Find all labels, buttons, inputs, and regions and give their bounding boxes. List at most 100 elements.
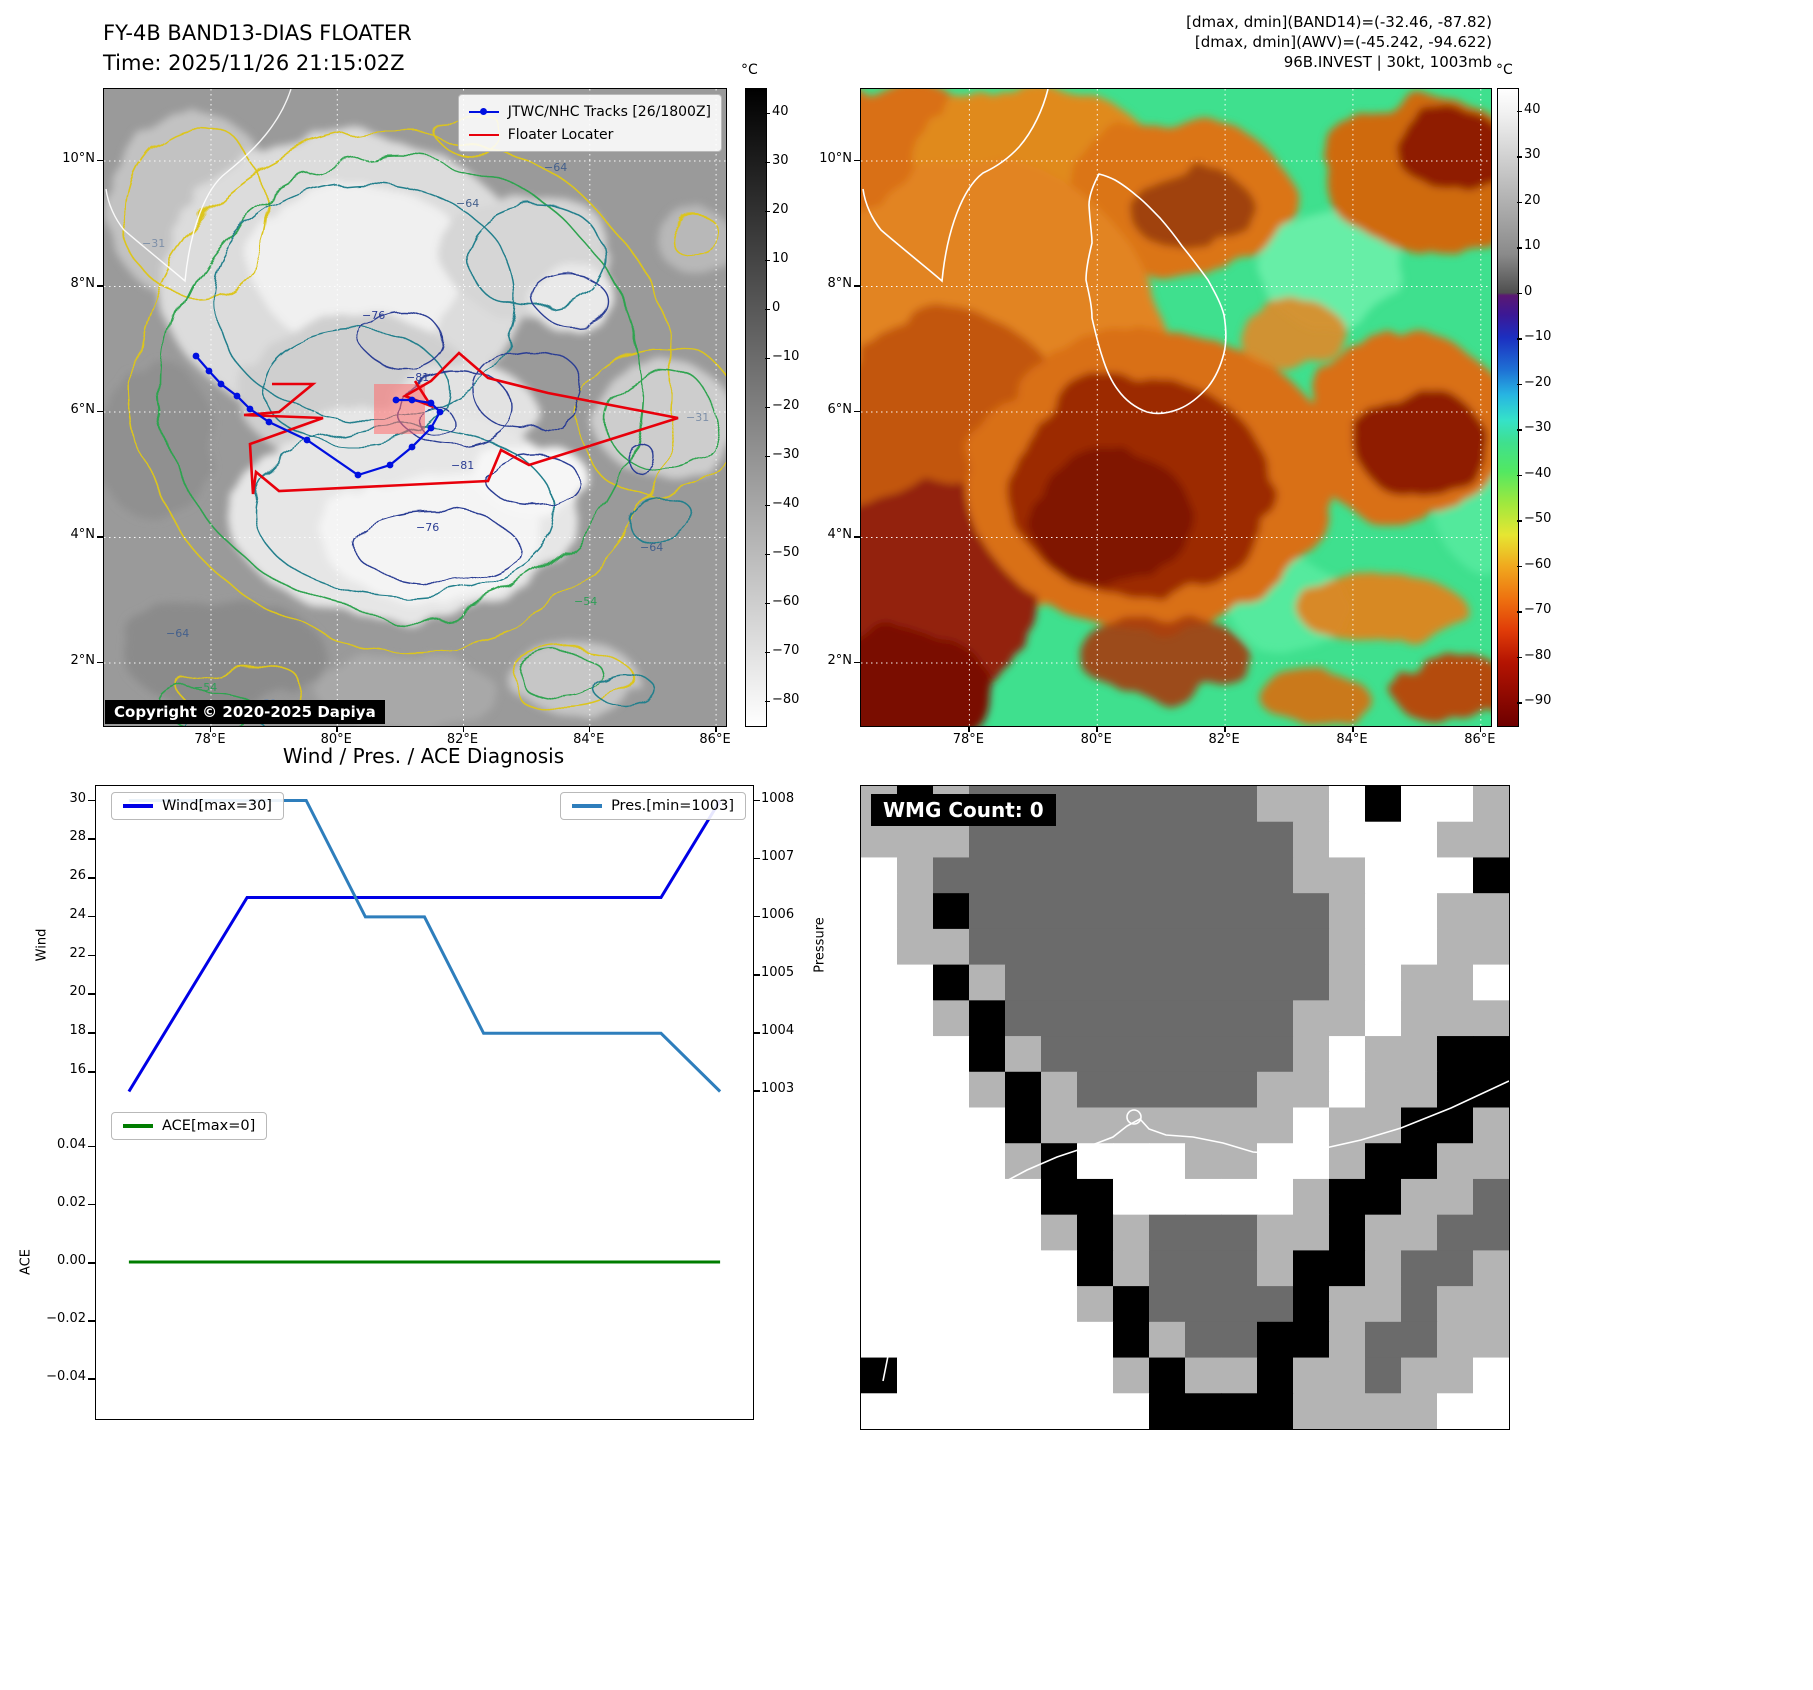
axis-tick-mark	[753, 974, 760, 976]
awv-satellite-image	[861, 89, 1491, 726]
wmg-grid-cell	[1401, 1143, 1438, 1180]
wmg-grid-cell	[1185, 928, 1222, 966]
wmg-grid-cell	[861, 1286, 898, 1323]
ir-time: Time: 2025/11/26 21:15:02Z	[103, 51, 405, 75]
wmg-grid-cell	[1077, 1321, 1114, 1359]
ace-axis-label: ACE	[18, 1249, 34, 1275]
wmg-grid-cell	[1077, 1143, 1114, 1180]
wmg-grid-cell	[1185, 1036, 1222, 1073]
axis-tick-mark	[1517, 611, 1522, 613]
wmg-grid-cell	[1149, 1000, 1186, 1037]
axis-tick-mark	[753, 857, 760, 860]
wmg-grid-cell	[1221, 1071, 1258, 1108]
wmg-grid-cell	[1293, 1214, 1330, 1251]
axis-tick-mark	[854, 410, 860, 413]
ir-gridlines	[104, 89, 726, 726]
wmg-grid-cell	[933, 1107, 970, 1144]
wind-legend-label: Wind[max=30]	[162, 798, 272, 814]
wmg-grid-cell	[1473, 1357, 1510, 1394]
colorbar-tick-label: −30	[1524, 420, 1552, 436]
wmg-grid-cell	[1329, 893, 1366, 930]
pressure-tick-label: 1005	[761, 965, 795, 981]
wmg-grid-cell	[1401, 1393, 1438, 1430]
lon-tick-label: 78°E	[952, 732, 984, 747]
axis-tick-mark	[765, 406, 770, 408]
wmg-grid-cell	[1365, 1000, 1402, 1037]
wmg-grid-cell	[1329, 928, 1366, 966]
wmg-grid-cell	[861, 1357, 898, 1394]
wmg-grid-cell	[1185, 1357, 1222, 1394]
wmg-grid-cell	[861, 1214, 898, 1251]
wmg-grid-cell	[1437, 1286, 1474, 1323]
wmg-grid-cell	[1329, 1214, 1366, 1251]
wmg-grid-cell	[1293, 857, 1330, 894]
axis-tick-mark	[1517, 201, 1522, 204]
wmg-grid-cell	[1185, 964, 1222, 1001]
wmg-grid-cell	[861, 1036, 898, 1073]
colorbar-tick-label: −50	[772, 544, 800, 560]
lon-tick-label: 84°E	[573, 732, 605, 747]
wmg-grid-cell	[933, 928, 970, 966]
pressure-tick-label: 1006	[761, 906, 795, 922]
pres-line-sample	[572, 804, 603, 808]
awv-header-line2: [dmax, dmin](AWV)=(-45.242, -94.622)	[1194, 33, 1492, 51]
ace-chart: ACE[max=0]	[95, 1105, 754, 1420]
axis-tick-mark	[1517, 565, 1522, 568]
wmg-grid-cell	[1041, 1036, 1078, 1073]
axis-tick-mark	[88, 954, 95, 957]
wmg-grid-cell	[1041, 928, 1078, 966]
wmg-grid-cell	[1149, 857, 1186, 894]
wmg-grid-cell	[1293, 1000, 1330, 1037]
wmg-map: WMG Count: 0	[860, 785, 1510, 1430]
colorbar-tick-label: 10	[1524, 238, 1541, 254]
wmg-grid-cell	[933, 1178, 970, 1216]
wmg-grid-cell	[1473, 1214, 1510, 1251]
chart-line	[127, 799, 722, 1093]
wmg-grid-cell	[1221, 1000, 1258, 1037]
track-line-sample	[468, 107, 499, 115]
wmg-grid-cell	[1473, 786, 1510, 823]
wmg-grid-cell	[1365, 964, 1402, 1001]
wmg-grid-cell	[897, 1036, 934, 1073]
axis-tick-mark	[1517, 656, 1522, 659]
wmg-grid-cell	[1149, 928, 1186, 966]
wmg-grid-cell	[1149, 1321, 1186, 1359]
pressure-axis-label: Pressure	[812, 917, 828, 973]
axis-tick-mark	[209, 726, 212, 732]
axis-tick-mark	[854, 159, 860, 162]
wmg-grid-cell	[1401, 1214, 1438, 1251]
wmg-grid-cell	[1437, 1357, 1474, 1394]
wmg-grid-cell	[1473, 1143, 1510, 1180]
wmg-grid-cell	[1437, 1143, 1474, 1180]
wmg-grid-cell	[1437, 1000, 1474, 1037]
india-coastline	[862, 89, 1049, 283]
wmg-grid-cell	[1365, 786, 1402, 823]
wmg-grid-cell	[897, 1143, 934, 1180]
wmg-grid-cell	[861, 1107, 898, 1144]
axis-tick-mark	[88, 993, 95, 995]
lon-tick-label: 82°E	[1208, 732, 1240, 747]
wmg-grid-cell	[1365, 1357, 1402, 1394]
axis-tick-mark	[1517, 520, 1522, 522]
wmg-grid-cell	[969, 1250, 1006, 1287]
wmg-grid-cell	[1041, 1393, 1078, 1430]
wmg-grid-cell	[1041, 1000, 1078, 1037]
wmg-grid-cell	[1329, 1071, 1366, 1108]
wmg-grid-cell	[1221, 1143, 1258, 1180]
wmg-grid-cell	[1077, 1286, 1114, 1323]
wind-legend: Wind[max=30]	[111, 792, 284, 820]
axis-tick-mark	[588, 726, 591, 732]
wmg-grid-cell	[1149, 1214, 1186, 1251]
wmg-grid-cell	[1293, 1107, 1330, 1144]
wmg-grid-cell	[861, 1178, 898, 1216]
wind-pressure-chart: Wind[max=30] Pres.[min=1003]	[95, 785, 754, 1107]
wmg-grid-cell	[933, 1214, 970, 1251]
wmg-grid-cell	[1221, 1321, 1258, 1359]
wmg-grid-cell	[933, 857, 970, 894]
awv-header-line3: 96B.INVEST | 30kt, 1003mb	[1283, 53, 1492, 71]
contour-label: −64	[640, 541, 663, 554]
wmg-grid-cell	[1365, 1178, 1402, 1216]
contour-label: −64	[166, 627, 189, 640]
colorbar-tick-label: −90	[1524, 693, 1552, 709]
wmg-grid-cell	[1041, 1178, 1078, 1216]
